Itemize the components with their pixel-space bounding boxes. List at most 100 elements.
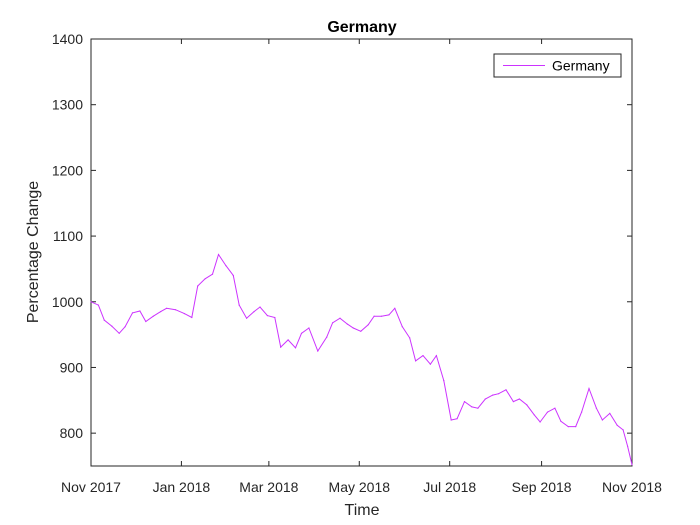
data-point (415, 360, 417, 362)
x-tick-label: Nov 2018 (602, 479, 662, 495)
legend-box (493, 53, 622, 78)
data-point (346, 323, 348, 325)
x-tick-label: Jul 2018 (423, 479, 476, 495)
data-point (631, 464, 633, 466)
data-point (567, 426, 569, 428)
data-point (477, 407, 479, 409)
chart-title: Germany (327, 19, 396, 36)
y-tick-label: 1200 (52, 162, 83, 178)
data-point (352, 327, 354, 329)
data-point (294, 347, 297, 349)
y-tick-label: 1000 (52, 294, 83, 310)
data-point (409, 337, 411, 339)
data-point (484, 398, 486, 400)
data-point (124, 326, 126, 328)
data-point (103, 319, 105, 321)
data-point (266, 315, 268, 317)
data-point (97, 304, 99, 306)
data-point (111, 325, 113, 327)
data-point (394, 307, 396, 309)
x-tick-label: Mar 2018 (239, 479, 298, 495)
y-tick-label: 1300 (52, 97, 83, 113)
data-point (238, 304, 240, 306)
data-point (317, 350, 319, 352)
data-point (145, 320, 147, 323)
data-point (601, 419, 604, 421)
data-point (616, 424, 618, 426)
data-point (217, 253, 220, 256)
data-point (360, 330, 362, 332)
data-point (211, 273, 214, 275)
data-point (554, 407, 556, 409)
legend: Germany (493, 53, 622, 78)
x-tick-label: Jan 2018 (153, 479, 211, 495)
y-axis-title: Percentage Change (25, 181, 42, 323)
series-layer (90, 253, 633, 466)
data-point (308, 327, 310, 329)
data-point (581, 411, 583, 413)
data-point (595, 407, 598, 409)
data-point (174, 309, 177, 311)
data-point (191, 316, 193, 319)
data-point (498, 393, 500, 395)
data-point (401, 326, 403, 328)
data-point (546, 411, 549, 413)
data-point (560, 420, 562, 422)
data-point (388, 314, 390, 316)
data-point (518, 398, 521, 400)
x-tick-label: May 2018 (329, 479, 391, 495)
data-point (259, 306, 261, 308)
data-point (429, 363, 431, 365)
x-tick-label: Nov 2017 (61, 479, 121, 495)
x-tick-label: Sep 2018 (512, 479, 572, 495)
legend-label: Germany (552, 58, 610, 74)
data-point (332, 322, 334, 324)
plot-area (90, 38, 633, 467)
data-point (539, 421, 541, 423)
data-point (588, 387, 590, 390)
data-point (505, 389, 507, 391)
y-tick-label: 800 (60, 425, 84, 441)
data-point (246, 317, 248, 319)
data-point (627, 445, 629, 447)
data-point (575, 426, 577, 428)
data-point (367, 324, 369, 326)
data-point (204, 278, 206, 280)
data-point (422, 355, 424, 357)
data-point (197, 285, 199, 287)
data-point (456, 418, 458, 420)
y-axis: 800 900 1000 1100 1200 1300 1400 (52, 31, 632, 441)
data-point (253, 311, 255, 313)
data-point (280, 346, 282, 348)
y-tick-label: 1100 (53, 228, 83, 244)
data-point (622, 429, 624, 431)
data-point (471, 406, 473, 408)
data-point (300, 332, 303, 334)
data-point (463, 401, 466, 403)
data-point (232, 274, 234, 277)
data-point (166, 307, 168, 309)
y-tick-label: 900 (60, 359, 84, 375)
data-point (443, 380, 445, 382)
data-point (152, 315, 154, 317)
x-axis: Nov 2017 Jan 2018 Mar 2018 May 2018 Jul 2018… (61, 39, 662, 495)
data-point (450, 419, 452, 421)
data-point (274, 316, 276, 319)
data-point (225, 265, 227, 267)
data-point (118, 332, 120, 334)
data-point (380, 315, 383, 317)
data-point (339, 317, 341, 319)
data-point (160, 311, 162, 313)
data-point (533, 414, 535, 416)
data-point (512, 401, 515, 403)
data-point (373, 315, 375, 317)
data-point (435, 355, 437, 357)
data-point (90, 301, 92, 303)
data-point (139, 310, 141, 312)
x-axis-title: Time (345, 502, 380, 519)
data-point (526, 404, 528, 406)
data-point (492, 394, 494, 396)
y-tick-label: 1400 (52, 31, 83, 47)
data-point (609, 412, 611, 414)
data-point (287, 339, 289, 341)
